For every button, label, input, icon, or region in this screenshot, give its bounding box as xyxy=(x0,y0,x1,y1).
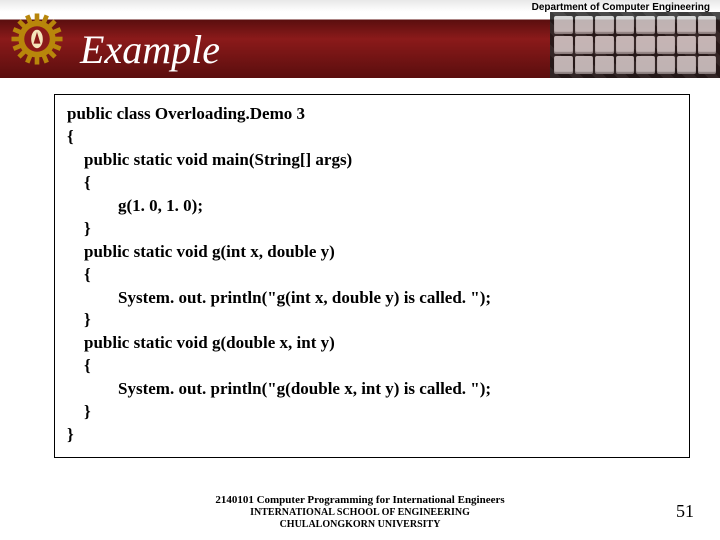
page-number: 51 xyxy=(676,501,694,522)
code-line: } xyxy=(67,218,677,241)
code-line: } xyxy=(67,424,677,447)
slide-footer: 2140101 Computer Programming for Interna… xyxy=(0,494,720,530)
code-line: public static void main(String[] args) xyxy=(67,149,677,172)
code-line: public class Overloading.Demo 3 xyxy=(67,103,677,126)
code-line: System. out. println("g(int x, double y)… xyxy=(67,287,677,310)
slide-header: Department of Computer Engineering xyxy=(0,0,720,78)
footer-school: INTERNATIONAL SCHOOL OF ENGINEERING xyxy=(0,507,720,519)
footer-course: 2140101 Computer Programming for Interna… xyxy=(0,494,720,507)
gear-icon xyxy=(8,10,66,68)
code-line: public static void g(int x, double y) xyxy=(67,241,677,264)
code-line: g(1. 0, 1. 0); xyxy=(67,195,677,218)
footer-university: CHULALONGKORN UNIVERSITY xyxy=(0,519,720,531)
keyboard-decoration xyxy=(550,12,720,78)
slide-title: Example xyxy=(80,26,220,73)
code-line: { xyxy=(67,126,677,149)
code-line: { xyxy=(67,355,677,378)
code-line: public static void g(double x, int y) xyxy=(67,332,677,355)
code-line: { xyxy=(67,264,677,287)
code-line: } xyxy=(67,309,677,332)
code-line: } xyxy=(67,401,677,424)
code-block: public class Overloading.Demo 3{ public … xyxy=(54,94,690,458)
code-line: System. out. println("g(double x, int y)… xyxy=(67,378,677,401)
code-line: { xyxy=(67,172,677,195)
